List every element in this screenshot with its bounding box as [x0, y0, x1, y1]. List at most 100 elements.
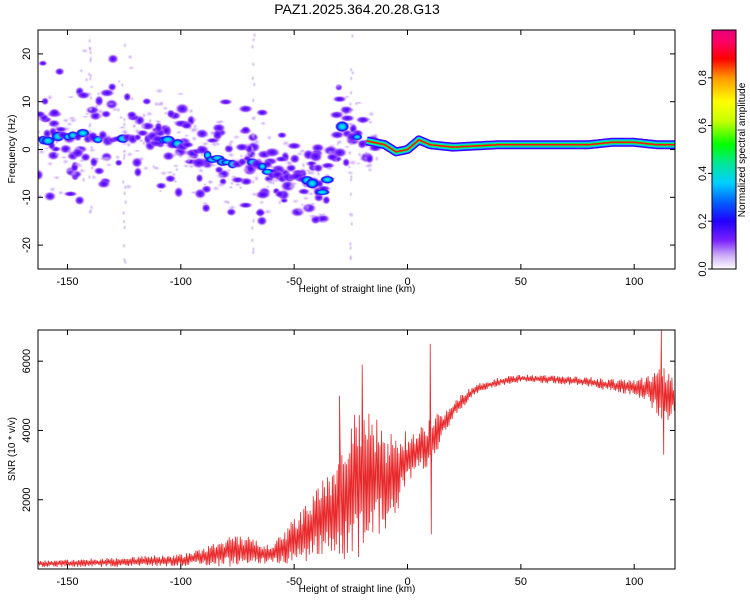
- noise-blob: [188, 108, 195, 115]
- noise-blob: [227, 185, 235, 190]
- noise-blob: [147, 117, 153, 125]
- noise-blob: [38, 148, 46, 156]
- noise-blob: [43, 191, 57, 202]
- noise-blob: [133, 166, 143, 178]
- x-tick-label: 0: [404, 276, 410, 288]
- noise-blob: [121, 148, 128, 155]
- noise-blob: [107, 102, 115, 106]
- noise-blob: [38, 193, 43, 200]
- noise-blob: [296, 206, 304, 214]
- streak-blob: [89, 204, 94, 211]
- noise-blob: [187, 164, 196, 169]
- noise-blob: [93, 166, 106, 176]
- noise-blob: [94, 95, 104, 107]
- noise-blob: [153, 119, 163, 124]
- colorbar-tick-label: 0.6: [697, 118, 709, 133]
- snr-frame: [37, 329, 676, 570]
- noise-blob: [192, 123, 198, 129]
- streak-blob: [348, 109, 353, 116]
- y-tick-label: -10: [21, 189, 33, 205]
- noise-blob: [195, 128, 209, 139]
- x-tick-label: -50: [286, 576, 302, 588]
- streak-blob: [87, 174, 92, 181]
- noise-blob: [91, 174, 97, 181]
- noise-blob: [214, 165, 224, 174]
- noise-blob: [207, 179, 215, 185]
- streak-blob: [251, 179, 256, 186]
- streak-blob: [123, 199, 128, 206]
- streak-blob: [122, 242, 126, 249]
- noise-blob: [321, 220, 327, 224]
- noise-blob: [201, 201, 209, 206]
- noise-blob: [322, 195, 331, 205]
- x-tick-label: -100: [170, 576, 192, 588]
- noise-blob: [214, 119, 224, 125]
- noise-blob: [354, 101, 364, 105]
- noise-blob: [176, 92, 186, 96]
- noise-blob: [374, 155, 380, 162]
- noise-blob: [240, 125, 251, 134]
- noise-blob: [192, 116, 198, 124]
- noise-blob: [216, 182, 226, 188]
- streak-blob: [252, 81, 257, 88]
- noise-blob: [277, 199, 282, 206]
- noise-blob: [81, 115, 90, 119]
- noise-blob: [96, 179, 111, 189]
- noise-blob: [154, 121, 163, 134]
- noise-blob: [215, 173, 226, 180]
- noise-blob: [180, 121, 193, 130]
- noise-blob: [291, 198, 300, 204]
- noise-blob: [259, 120, 267, 126]
- noise-blob: [239, 153, 244, 159]
- noise-blob: [70, 170, 78, 177]
- streak-blob: [122, 256, 127, 263]
- noise-blob: [100, 110, 112, 119]
- noise-blob: [161, 105, 169, 111]
- noise-blob: [118, 115, 124, 120]
- streak-blob: [89, 95, 93, 101]
- noise-blob: [153, 101, 160, 107]
- noise-blob: [299, 202, 305, 207]
- noise-blob: [38, 168, 44, 181]
- streak-blob: [122, 121, 127, 128]
- x-tick-label: 50: [515, 576, 527, 588]
- noise-blob: [114, 159, 123, 167]
- streak-blob: [348, 101, 353, 108]
- noise-blob: [347, 164, 352, 170]
- noise-blob: [193, 188, 207, 200]
- ridge-blob: [351, 133, 363, 141]
- snr-panel: -150 -100 -50 0 50 100 2000 4000 6000 Height of …: [7, 329, 676, 595]
- noise-blob: [274, 155, 288, 163]
- noise-blob: [107, 82, 117, 92]
- noise-blob: [38, 110, 47, 118]
- noise-blob: [158, 100, 165, 107]
- noise-blob: [332, 95, 348, 103]
- noise-blob: [226, 151, 236, 158]
- noise-blob: [250, 191, 259, 197]
- noise-blob: [316, 212, 326, 217]
- streak-blob: [122, 218, 127, 225]
- noise-blob: [232, 134, 241, 140]
- colorbar-tick-label: 0.2: [697, 214, 709, 229]
- noise-blob: [172, 163, 180, 168]
- noise-blob: [38, 129, 41, 136]
- noise-blob: [159, 170, 169, 177]
- noise-blob: [141, 112, 147, 119]
- noise-blob: [127, 54, 134, 60]
- ridge-blob: [314, 188, 331, 196]
- noise-blob: [252, 138, 262, 146]
- noise-blob: [127, 65, 135, 71]
- noise-blob: [254, 190, 271, 200]
- figure-title: PAZ1.2025.364.20.28.G13: [274, 1, 440, 17]
- noise-blob: [230, 176, 245, 184]
- noise-blob: [312, 163, 324, 173]
- streak-blob: [251, 61, 256, 68]
- streak-blob: [121, 179, 126, 186]
- noise-blob: [233, 182, 242, 187]
- noise-blob: [335, 82, 341, 89]
- noise-blob: [274, 190, 285, 199]
- noise-blob: [266, 134, 273, 141]
- noise-blob: [144, 111, 154, 117]
- noise-blob: [238, 201, 254, 209]
